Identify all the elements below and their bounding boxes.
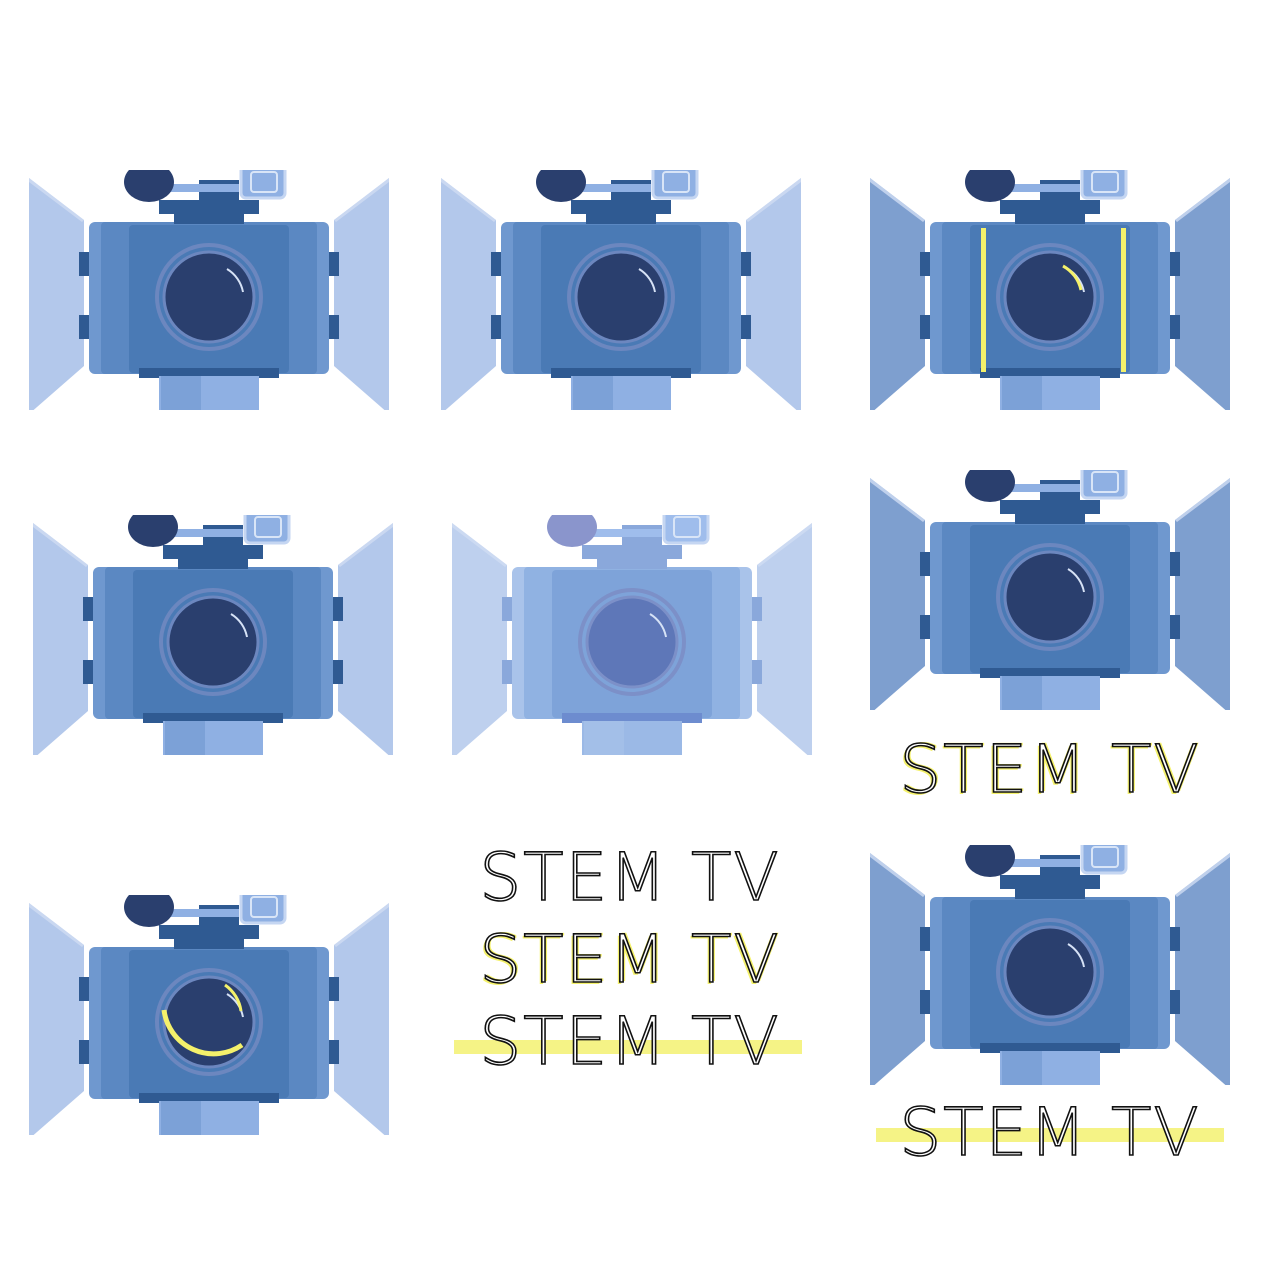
lens [1003,925,1097,1019]
viewfinder [243,515,291,545]
microphone [965,470,1015,502]
viewfinder [239,170,287,200]
lens [1003,550,1097,644]
right-barn-door [746,178,801,410]
stem-tv-wordmark-right-bottom: STEM TV [870,1094,1230,1185]
camera-logo-4 [33,515,393,755]
right-barn-door [1175,178,1230,410]
camera-logo-8 [870,845,1230,1085]
wordmark-text-highlight: STEM TV [899,1094,1201,1172]
right-barn-door [757,523,812,755]
viewfinder [1080,470,1128,500]
left-barn-door [452,523,507,755]
viewfinder [239,895,287,925]
stem-tv-wordmark-right-mid: STEM TV [870,731,1230,812]
left-barn-door [870,853,925,1085]
lens [585,595,679,689]
lens [162,250,256,344]
yellow-highlight-bar [454,1040,802,1054]
right-barn-door [334,903,389,1135]
camera-logo-3 [870,170,1230,410]
microphone [965,170,1015,202]
left-barn-door [441,178,496,410]
viewfinder [1080,170,1128,200]
microphone [124,170,174,202]
wordmark-text-plain: STEM TV [479,839,781,917]
microphone [547,515,597,547]
left-barn-door [870,478,925,710]
lens [574,250,668,344]
microphone [128,515,178,547]
left-barn-door [33,523,88,755]
wordmark-text-highlight: STEM TV [479,1003,781,1081]
lens [166,595,260,689]
lens [1003,250,1097,344]
yellow-highlight-bar [876,1128,1224,1142]
microphone [124,895,174,927]
microphone [965,845,1015,877]
right-barn-door [1175,853,1230,1085]
viewfinder [662,515,710,545]
microphone [536,170,586,202]
right-barn-door [338,523,393,755]
wordmark-text-yellow: STEM TV [479,921,781,999]
right-barn-door [334,178,389,410]
viewfinder [1080,845,1128,875]
camera-logo-5 [452,515,812,755]
left-barn-door [29,178,84,410]
camera-logo-1 [29,170,389,410]
viewfinder [651,170,699,200]
camera-logo-7 [29,895,389,1135]
wordmark-text: STEM TV [899,731,1201,809]
stem-tv-wordmark-stack: STEM TV STEM TV STEM TV [450,839,810,1090]
camera-logo-6 [870,470,1230,710]
camera-logo-2 [441,170,801,410]
left-barn-door [870,178,925,410]
right-barn-door [1175,478,1230,710]
left-barn-door [29,903,84,1135]
